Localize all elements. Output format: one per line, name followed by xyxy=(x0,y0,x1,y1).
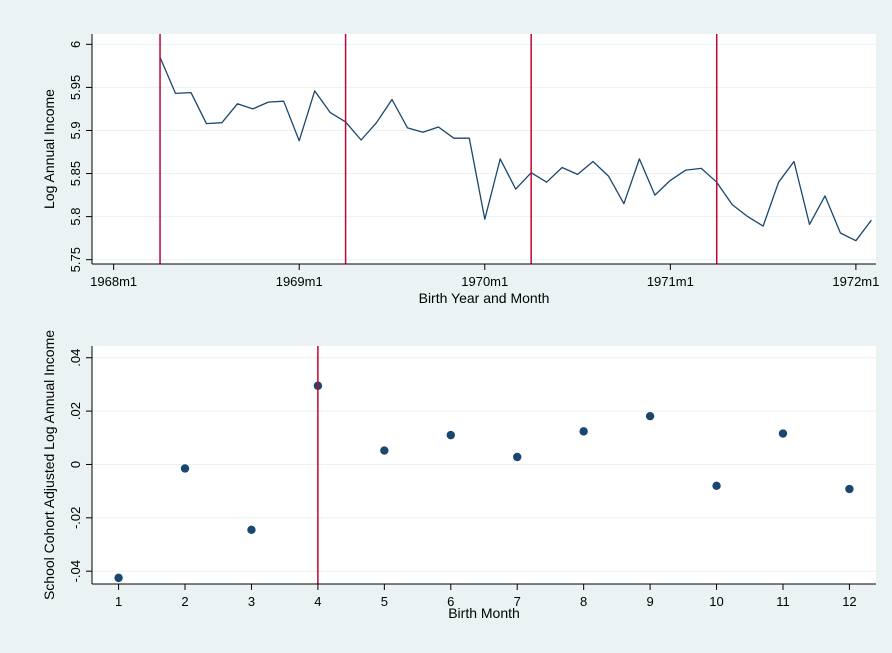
bottom-y-axis-label: School Cohort Adjusted Log Annual Income xyxy=(41,330,57,600)
top-y-tick-label: 5.85 xyxy=(68,161,83,186)
bottom-x-tick-label: 2 xyxy=(181,594,188,609)
bottom-x-tick-label: 9 xyxy=(646,594,653,609)
top-y-tick-label: 6 xyxy=(68,41,83,48)
bottom-x-tick-label: 12 xyxy=(842,594,856,609)
bottom-scatter-point xyxy=(579,427,588,436)
bottom-y-tick-label: -.04 xyxy=(68,560,83,582)
bottom-y-tick-label: .02 xyxy=(68,402,83,420)
top-y-axis-label: Log Annual Income xyxy=(41,89,57,209)
bottom-scatter-point xyxy=(645,411,655,421)
top-y-tick-label: 5.9 xyxy=(68,121,83,139)
bottom-chart-panel: -.04-.020.02.041 2 3 4 5 6 7 8 9 10 11 12 Birth Mon… xyxy=(41,330,876,621)
bottom-scatter-point xyxy=(513,452,522,462)
bottom-scatter-point xyxy=(114,573,123,583)
bottom-scatter-point xyxy=(845,484,854,494)
bottom-x-tick-label: 8 xyxy=(580,594,587,609)
top-y-tick-label: 5.8 xyxy=(68,208,83,226)
top-x-tick-label: 1972m1 xyxy=(832,274,879,289)
bottom-x-axis-label: Birth Month xyxy=(448,605,520,621)
top-chart-panel: 5.75 5.8 5.85 5.9 5.95 6 1968m1 1969m1 1970m1 197… xyxy=(41,34,879,306)
bottom-scatter-point xyxy=(380,446,389,455)
bottom-x-tick-label: 1 xyxy=(115,594,122,609)
top-y-tick-label: 5.95 xyxy=(68,75,83,100)
top-x-tick-label: 1971m1 xyxy=(647,274,694,289)
bottom-scatter-point xyxy=(712,481,721,491)
top-series-line xyxy=(159,57,872,242)
top-x-axis-label: Birth Year and Month xyxy=(419,290,550,306)
bottom-x-tick-label: 11 xyxy=(776,594,790,609)
top-x-tick-label: 1968m1 xyxy=(90,274,137,289)
bottom-scatter-point xyxy=(247,525,256,535)
top-plot-area xyxy=(92,34,876,264)
bottom-x-tick-label: 7 xyxy=(514,594,521,609)
bottom-y-tick-label: 0 xyxy=(68,461,83,468)
bottom-plot-area xyxy=(92,346,876,584)
bottom-x-tick-label: 6 xyxy=(447,594,454,609)
bottom-x-tick-label: 10 xyxy=(709,594,723,609)
top-x-tick-label: 1970m1 xyxy=(461,274,508,289)
top-x-tick-label: 1969m1 xyxy=(276,274,323,289)
bottom-x-tick-label: 3 xyxy=(248,594,255,609)
bottom-scatter-point xyxy=(446,430,455,440)
bottom-y-tick-label: -.02 xyxy=(68,507,83,529)
top-y-tick-label: 5.75 xyxy=(68,247,83,272)
bottom-scatter-point xyxy=(778,429,788,438)
bottom-x-tick-label: 5 xyxy=(381,594,388,609)
bottom-y-tick-label: .04 xyxy=(68,349,83,367)
bottom-scatter-point xyxy=(180,464,190,473)
bottom-x-tick-label: 4 xyxy=(314,594,321,609)
